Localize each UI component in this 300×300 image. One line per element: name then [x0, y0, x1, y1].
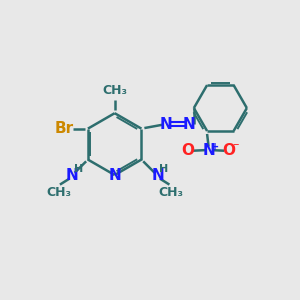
Text: N: N: [183, 117, 196, 132]
Text: +: +: [211, 142, 219, 152]
Text: ⁻: ⁻: [232, 141, 239, 154]
Text: H: H: [160, 164, 169, 174]
Text: O: O: [223, 143, 236, 158]
Text: N: N: [160, 117, 173, 132]
Text: N: N: [108, 167, 121, 182]
Text: N: N: [151, 168, 164, 183]
Text: CH₃: CH₃: [158, 186, 183, 199]
Text: O: O: [182, 143, 194, 158]
Text: N: N: [65, 168, 78, 183]
Text: Br: Br: [55, 121, 74, 136]
Text: H: H: [74, 164, 83, 174]
Text: N: N: [202, 142, 215, 158]
Text: CH₃: CH₃: [102, 84, 127, 97]
Text: CH₃: CH₃: [46, 186, 71, 199]
